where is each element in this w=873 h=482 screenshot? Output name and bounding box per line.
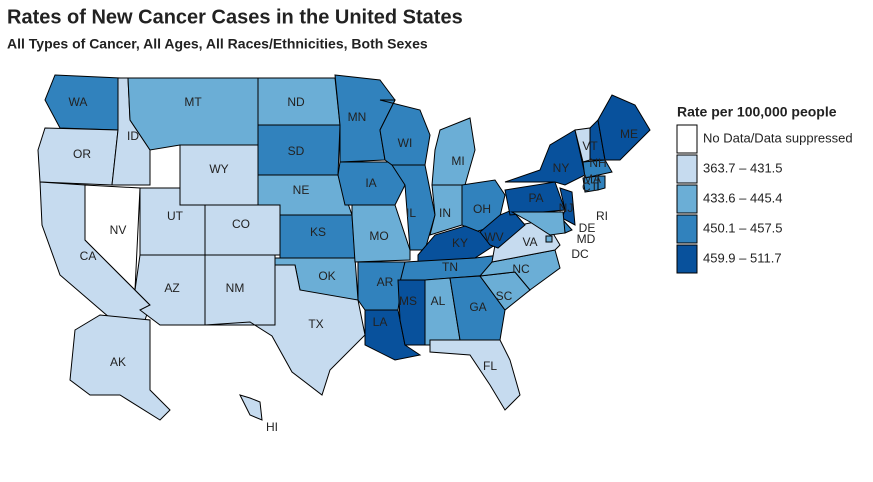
- state-label: SD: [288, 144, 305, 158]
- state-shape[interactable]: [351, 204, 411, 263]
- state-label: NC: [512, 262, 530, 276]
- state-label: MI: [451, 154, 464, 168]
- state-label: MO: [369, 229, 388, 243]
- state-label: AL: [431, 294, 446, 308]
- legend-label: 363.7 – 431.5: [703, 160, 783, 175]
- subtitle: All Types of Cancer, All Ages, All Races…: [7, 36, 428, 52]
- state-label: WV: [484, 230, 503, 244]
- state-label: OR: [73, 147, 91, 161]
- legend-swatch: [676, 214, 698, 244]
- title: Rates of New Cancer Cases in the United …: [7, 6, 463, 28]
- state-label: KY: [452, 236, 468, 250]
- state-label: AK: [110, 355, 126, 369]
- legend-label: No Data/Data suppressed: [703, 130, 853, 145]
- state-shape[interactable]: [429, 339, 521, 411]
- state-label: MT: [184, 95, 202, 109]
- state-label: HI: [266, 420, 278, 434]
- state-label: CA: [80, 249, 97, 263]
- state-label: ND: [287, 95, 305, 109]
- state-label: NJ: [559, 201, 574, 215]
- state-label: LA: [373, 315, 388, 329]
- state-label: MA: [583, 172, 601, 186]
- state-label: IL: [406, 206, 416, 220]
- legend-label: 433.6 – 445.4: [703, 190, 783, 205]
- state-label: PA: [528, 191, 543, 205]
- state-label: MD: [577, 232, 596, 246]
- legend-swatch: [676, 124, 698, 154]
- state-label: WI: [398, 136, 413, 150]
- state-label: CT: [582, 180, 599, 194]
- state-shape[interactable]: [37, 127, 119, 186]
- state-shape[interactable]: [479, 209, 526, 249]
- state-label: IA: [365, 176, 376, 190]
- legend-swatch: [676, 184, 698, 214]
- state-shape[interactable]: [127, 77, 259, 151]
- state-label: DE: [579, 221, 596, 235]
- state-label: FL: [483, 359, 497, 373]
- state-label: TN: [442, 260, 458, 274]
- state-label: AZ: [164, 281, 179, 295]
- legend-label: 450.1 – 457.5: [703, 220, 783, 235]
- state-shape[interactable]: [429, 184, 463, 236]
- state-shape[interactable]: [204, 264, 366, 396]
- state-label: MS: [399, 294, 417, 308]
- state-label: AR: [377, 275, 394, 289]
- state-label: OH: [473, 202, 491, 216]
- state-shape[interactable]: [239, 394, 263, 421]
- legend-swatch: [676, 244, 698, 274]
- state-label: UT: [167, 209, 184, 223]
- us-map: WA OR CA NV ID MT WY UT CO AZ NM ND SD NE KS OK TX MN IA MO…: [37, 74, 651, 434]
- state-shape[interactable]: [364, 309, 422, 361]
- state-shape[interactable]: [397, 279, 426, 346]
- state-shape[interactable]: [69, 314, 171, 421]
- state-label: RI: [596, 209, 608, 223]
- state-label: DC: [571, 247, 589, 261]
- state-label: VT: [582, 139, 598, 153]
- state-label: NY: [553, 161, 570, 175]
- state-label: ID: [127, 129, 139, 143]
- state-label: ME: [620, 127, 638, 141]
- state-label: NV: [110, 223, 127, 237]
- legend: Rate per 100,000 people No Data/Data sup…: [676, 104, 853, 274]
- state-label: CO: [232, 217, 250, 231]
- state-label: NH: [589, 156, 606, 170]
- state-label: IN: [439, 206, 451, 220]
- state-label: NE: [293, 183, 310, 197]
- state-label: TX: [308, 317, 323, 331]
- state-label: MN: [348, 110, 367, 124]
- state-label: KS: [310, 225, 326, 239]
- state-shape[interactable]: [510, 211, 566, 236]
- state-label: GA: [469, 300, 486, 314]
- state-label: NM: [226, 281, 245, 295]
- state-shape[interactable]: [597, 175, 606, 191]
- state-label: WA: [69, 95, 88, 109]
- state-label: SC: [496, 289, 513, 303]
- state-label: WY: [209, 162, 228, 176]
- state-shape[interactable]: [582, 159, 613, 179]
- state-shape[interactable]: [504, 129, 586, 186]
- state-shape[interactable]: [545, 235, 553, 243]
- legend-swatch: [676, 154, 698, 184]
- legend-title: Rate per 100,000 people: [677, 104, 837, 120]
- state-shape[interactable]: [431, 117, 476, 186]
- state-label: VA: [522, 235, 537, 249]
- state-label: OK: [318, 269, 335, 283]
- legend-label: 459.9 – 511.7: [703, 250, 782, 265]
